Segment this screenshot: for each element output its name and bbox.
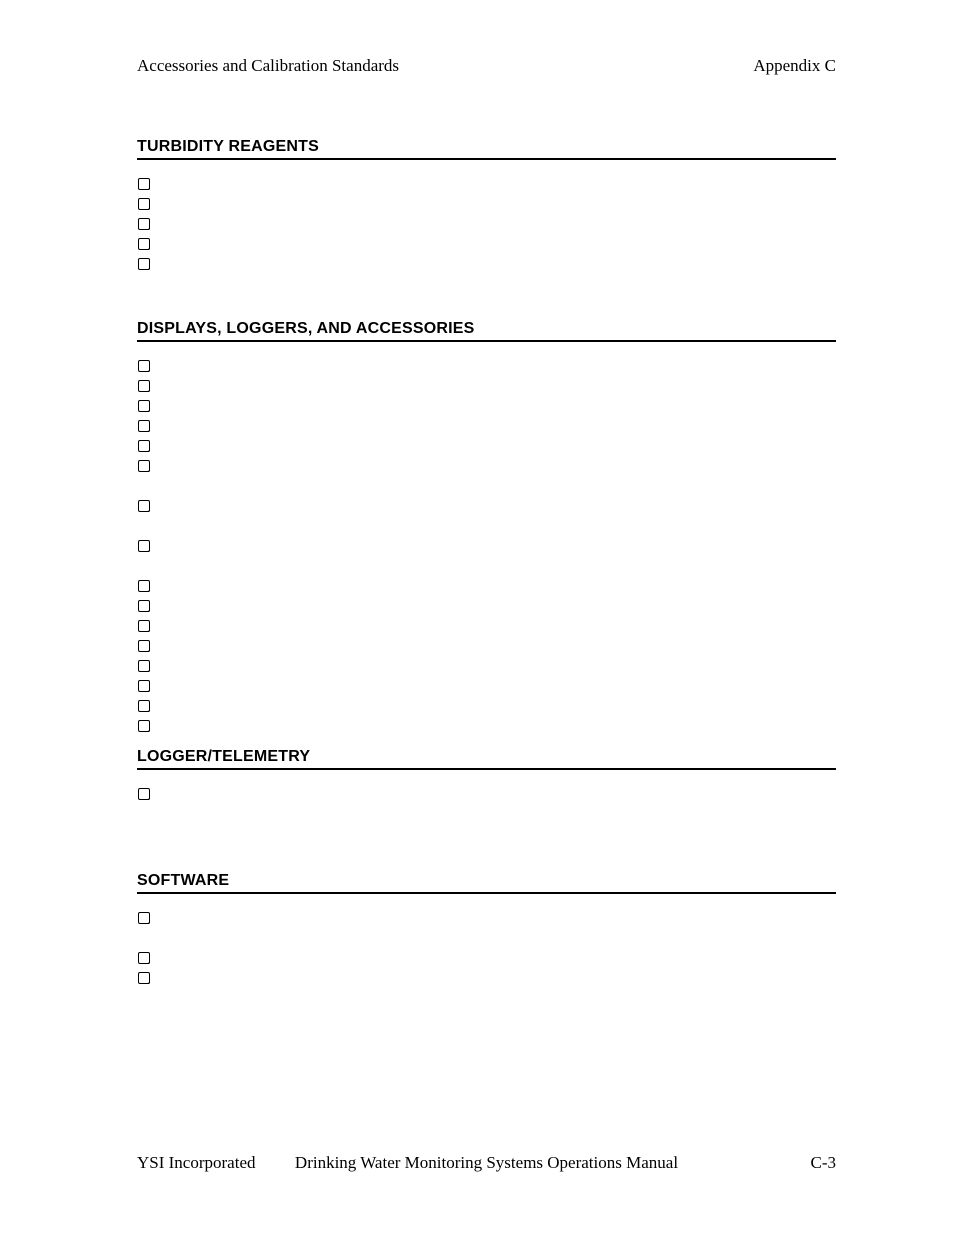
section-heading: TURBIDITY REAGENTS [137, 138, 836, 160]
list-item [138, 696, 836, 716]
checklist [138, 174, 836, 274]
checkbox-icon[interactable] [138, 440, 150, 452]
list-item [138, 376, 836, 396]
checkbox-icon[interactable] [138, 640, 150, 652]
running-header-right: Appendix C [753, 56, 836, 76]
checkbox-icon[interactable] [138, 540, 150, 552]
footer-page-number: C-3 [811, 1153, 837, 1173]
checkbox-icon[interactable] [138, 720, 150, 732]
list-item [138, 784, 836, 804]
list-item [138, 636, 836, 656]
list-item [138, 616, 836, 636]
page-footer: YSI Incorporated Drinking Water Monitori… [137, 1153, 836, 1173]
checkbox-icon[interactable] [138, 660, 150, 672]
checkbox-icon[interactable] [138, 380, 150, 392]
footer-company: YSI Incorporated [137, 1153, 256, 1173]
section: SOFTWARE [137, 872, 836, 988]
checkbox-icon[interactable] [138, 218, 150, 230]
checkbox-icon[interactable] [138, 580, 150, 592]
list-item [138, 596, 836, 616]
list-item [138, 536, 836, 556]
checklist [138, 908, 836, 988]
list-item [138, 456, 836, 476]
list-item [138, 416, 836, 436]
list-item [138, 716, 836, 736]
list-item [138, 174, 836, 194]
list-gap [138, 516, 836, 536]
list-item [138, 436, 836, 456]
checklist [138, 356, 836, 736]
checklist [138, 784, 836, 804]
list-gap [138, 476, 836, 496]
checkbox-icon[interactable] [138, 198, 150, 210]
list-gap [138, 556, 836, 576]
section: DISPLAYS, LOGGERS, AND ACCESSORIES [137, 320, 836, 736]
section-heading: LOGGER/TELEMETRY [137, 748, 836, 770]
list-item [138, 214, 836, 234]
list-item [138, 234, 836, 254]
checkbox-icon[interactable] [138, 700, 150, 712]
list-item [138, 254, 836, 274]
checkbox-icon[interactable] [138, 500, 150, 512]
list-item [138, 676, 836, 696]
checkbox-icon[interactable] [138, 178, 150, 190]
sections-container: TURBIDITY REAGENTS DISPLAYS, LOGGERS, AND… [137, 138, 836, 988]
section: LOGGER/TELEMETRY [137, 748, 836, 804]
section-heading: DISPLAYS, LOGGERS, AND ACCESSORIES [137, 320, 836, 342]
checkbox-icon[interactable] [138, 258, 150, 270]
checkbox-icon[interactable] [138, 460, 150, 472]
checkbox-icon[interactable] [138, 400, 150, 412]
running-header-left: Accessories and Calibration Standards [137, 56, 399, 76]
list-item [138, 948, 836, 968]
list-item [138, 496, 836, 516]
list-item [138, 576, 836, 596]
checkbox-icon[interactable] [138, 238, 150, 250]
running-header: Accessories and Calibration Standards Ap… [137, 56, 836, 76]
list-item [138, 356, 836, 376]
list-gap [138, 928, 836, 948]
checkbox-icon[interactable] [138, 952, 150, 964]
list-item [138, 968, 836, 988]
checkbox-icon[interactable] [138, 788, 150, 800]
checkbox-icon[interactable] [138, 420, 150, 432]
list-item [138, 194, 836, 214]
checkbox-icon[interactable] [138, 912, 150, 924]
page: Accessories and Calibration Standards Ap… [0, 0, 954, 1235]
section: TURBIDITY REAGENTS [137, 138, 836, 274]
list-item [138, 908, 836, 928]
list-item [138, 396, 836, 416]
checkbox-icon[interactable] [138, 360, 150, 372]
checkbox-icon[interactable] [138, 600, 150, 612]
list-item [138, 656, 836, 676]
checkbox-icon[interactable] [138, 972, 150, 984]
checkbox-icon[interactable] [138, 620, 150, 632]
checkbox-icon[interactable] [138, 680, 150, 692]
section-heading: SOFTWARE [137, 872, 836, 894]
